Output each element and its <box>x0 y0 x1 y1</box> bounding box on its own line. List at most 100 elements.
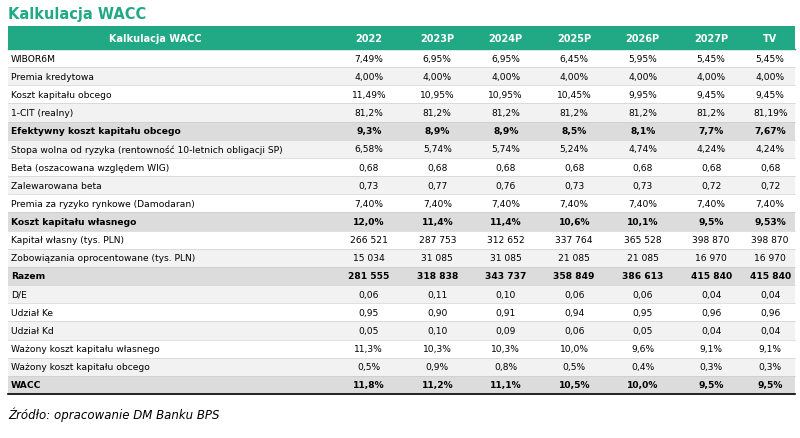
Text: 5,24%: 5,24% <box>560 145 589 154</box>
Text: 21 085: 21 085 <box>558 254 590 263</box>
Text: 7,40%: 7,40% <box>354 199 383 208</box>
Text: 9,53%: 9,53% <box>754 218 786 226</box>
Text: 398 870: 398 870 <box>693 236 730 244</box>
Text: 0,73: 0,73 <box>633 181 653 190</box>
Text: 7,40%: 7,40% <box>423 199 452 208</box>
Text: 31 085: 31 085 <box>490 254 522 263</box>
Text: 7,67%: 7,67% <box>754 127 786 136</box>
Text: 0,68: 0,68 <box>564 163 585 172</box>
Text: 10,0%: 10,0% <box>627 381 658 389</box>
Text: 10,1%: 10,1% <box>627 218 658 226</box>
Text: Efektywny koszt kapitału obcego: Efektywny koszt kapitału obcego <box>11 127 181 136</box>
Text: Premia kredytowa: Premia kredytowa <box>11 73 94 81</box>
Text: 318 838: 318 838 <box>417 272 458 281</box>
Text: 9,5%: 9,5% <box>758 381 783 389</box>
Text: WACC: WACC <box>11 381 42 389</box>
Text: 7,40%: 7,40% <box>560 199 589 208</box>
Text: Ważony koszt kapitału obcego: Ważony koszt kapitału obcego <box>11 362 150 371</box>
Text: 5,45%: 5,45% <box>756 54 785 64</box>
Text: 16 970: 16 970 <box>695 254 727 263</box>
Text: 9,6%: 9,6% <box>631 344 654 353</box>
Text: 0,5%: 0,5% <box>562 362 586 371</box>
Text: 2024P: 2024P <box>489 33 523 43</box>
Text: 0,10: 0,10 <box>427 326 447 335</box>
Text: 0,10: 0,10 <box>495 290 516 299</box>
Text: Udział Kd: Udział Kd <box>11 326 54 335</box>
Text: 0,96: 0,96 <box>760 308 780 317</box>
Text: 9,3%: 9,3% <box>356 127 382 136</box>
Text: 8,5%: 8,5% <box>562 127 587 136</box>
Text: 81,19%: 81,19% <box>753 109 787 118</box>
Text: 287 753: 287 753 <box>418 236 456 244</box>
Text: 0,68: 0,68 <box>495 163 516 172</box>
Text: 31 085: 31 085 <box>422 254 453 263</box>
Text: Zobowiązania oprocentowane (tys. PLN): Zobowiązania oprocentowane (tys. PLN) <box>11 254 195 263</box>
Text: 81,2%: 81,2% <box>697 109 726 118</box>
Text: 81,2%: 81,2% <box>354 109 383 118</box>
Text: 0,11: 0,11 <box>427 290 447 299</box>
Text: 0,04: 0,04 <box>760 290 781 299</box>
Text: 9,1%: 9,1% <box>758 344 782 353</box>
Text: 312 652: 312 652 <box>487 236 525 244</box>
Text: 7,40%: 7,40% <box>756 199 785 208</box>
Text: 0,09: 0,09 <box>495 326 516 335</box>
Text: 0,96: 0,96 <box>701 308 722 317</box>
Text: 6,45%: 6,45% <box>560 54 589 64</box>
Text: 9,5%: 9,5% <box>698 218 724 226</box>
Text: 81,2%: 81,2% <box>560 109 589 118</box>
Text: 0,9%: 0,9% <box>426 362 449 371</box>
Text: 5,74%: 5,74% <box>423 145 452 154</box>
Text: 2025P: 2025P <box>557 33 591 43</box>
Text: 81,2%: 81,2% <box>491 109 520 118</box>
Text: 10,95%: 10,95% <box>489 91 523 100</box>
Text: 266 521: 266 521 <box>350 236 388 244</box>
Text: 10,3%: 10,3% <box>491 344 520 353</box>
Text: 9,1%: 9,1% <box>700 344 722 353</box>
Text: 343 737: 343 737 <box>485 272 526 281</box>
Text: 0,05: 0,05 <box>633 326 653 335</box>
Text: Beta (oszacowana względem WIG): Beta (oszacowana względem WIG) <box>11 163 170 172</box>
Text: 0,94: 0,94 <box>564 308 585 317</box>
Text: 7,7%: 7,7% <box>698 127 724 136</box>
Text: Ważony koszt kapitału własnego: Ważony koszt kapitału własnego <box>11 344 160 353</box>
Text: 0,68: 0,68 <box>358 163 379 172</box>
Text: 0,76: 0,76 <box>495 181 516 190</box>
Text: 415 840: 415 840 <box>750 272 791 281</box>
Text: TV: TV <box>763 33 778 43</box>
Text: 4,00%: 4,00% <box>697 73 726 81</box>
Text: 0,06: 0,06 <box>564 290 585 299</box>
Text: 10,0%: 10,0% <box>560 344 589 353</box>
Text: 0,68: 0,68 <box>427 163 447 172</box>
Text: 6,58%: 6,58% <box>354 145 383 154</box>
Text: 11,2%: 11,2% <box>422 381 453 389</box>
Text: 5,95%: 5,95% <box>628 54 657 64</box>
Text: WIBOR6M: WIBOR6M <box>11 54 56 64</box>
Text: 415 840: 415 840 <box>690 272 732 281</box>
Text: 11,4%: 11,4% <box>490 218 522 226</box>
Text: Kapitał własny (tys. PLN): Kapitał własny (tys. PLN) <box>11 236 124 244</box>
Text: 10,5%: 10,5% <box>558 381 590 389</box>
Text: 2023P: 2023P <box>420 33 454 43</box>
Text: 16 970: 16 970 <box>754 254 786 263</box>
Text: 365 528: 365 528 <box>624 236 662 244</box>
Text: 0,73: 0,73 <box>358 181 379 190</box>
Text: 5,45%: 5,45% <box>697 54 726 64</box>
Text: 4,00%: 4,00% <box>354 73 383 81</box>
Text: 12,0%: 12,0% <box>353 218 385 226</box>
Text: Razem: Razem <box>11 272 46 281</box>
Text: 0,3%: 0,3% <box>700 362 722 371</box>
Text: 0,68: 0,68 <box>701 163 722 172</box>
Text: 0,4%: 0,4% <box>631 362 654 371</box>
Text: Udział Ke: Udział Ke <box>11 308 53 317</box>
Text: 6,95%: 6,95% <box>423 54 452 64</box>
Text: 10,45%: 10,45% <box>557 91 592 100</box>
Text: 8,9%: 8,9% <box>425 127 450 136</box>
Text: 0,04: 0,04 <box>701 326 722 335</box>
Text: 0,5%: 0,5% <box>358 362 381 371</box>
Text: 81,2%: 81,2% <box>423 109 452 118</box>
Text: 7,49%: 7,49% <box>354 54 383 64</box>
Text: 9,95%: 9,95% <box>628 91 657 100</box>
Text: 11,4%: 11,4% <box>422 218 453 226</box>
Text: 10,95%: 10,95% <box>420 91 454 100</box>
Text: 0,05: 0,05 <box>358 326 379 335</box>
